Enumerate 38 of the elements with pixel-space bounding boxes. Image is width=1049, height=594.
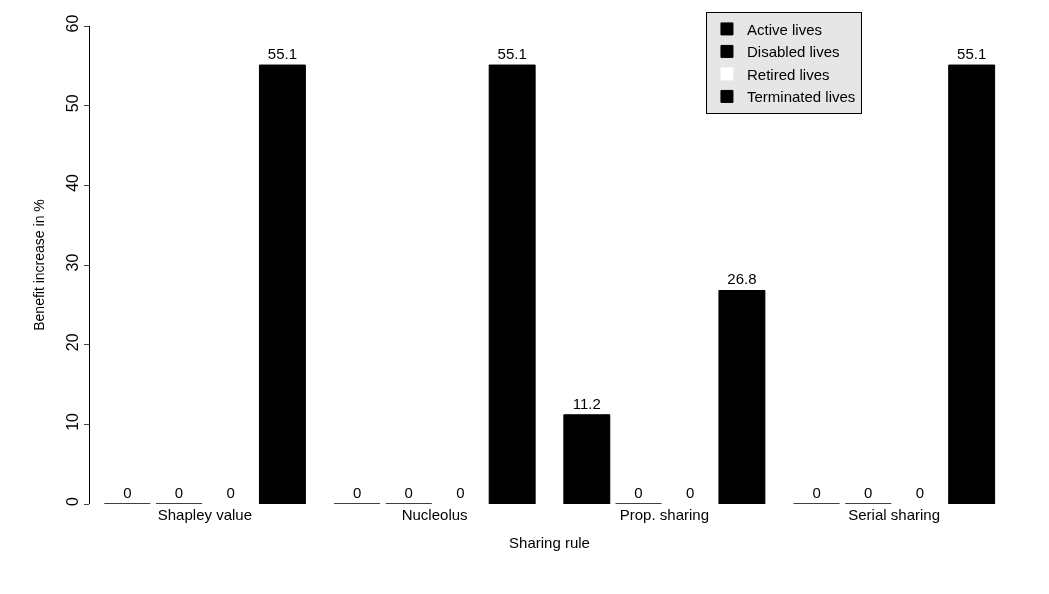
y-tick-label: 40	[63, 173, 81, 192]
legend-label: Terminated lives	[746, 88, 856, 106]
data-label: 55.1	[497, 45, 527, 63]
data-label: 0	[915, 484, 925, 501]
data-label: 0	[123, 484, 132, 501]
y-tick-label: 0	[63, 497, 81, 507]
data-label: 55.1	[267, 45, 298, 63]
legend-label: Retired lives	[746, 65, 830, 83]
x-tick-label: Serial sharing	[848, 506, 940, 523]
data-label: 0	[686, 484, 695, 501]
y-tick-label: 20	[63, 333, 81, 352]
x-tick-label: Nucleolus	[401, 506, 468, 523]
data-label: 0	[226, 484, 235, 501]
data-label: 55.1	[957, 45, 987, 63]
legend-label: Disabled lives	[746, 43, 840, 61]
x-tick-label: Shapley value	[157, 506, 252, 523]
data-label: 0	[812, 484, 821, 501]
data-label: 0	[404, 484, 413, 501]
data-label: 26.8	[727, 270, 757, 288]
x-tick-label: Prop. sharing	[619, 506, 709, 523]
legend-label: Active lives	[746, 20, 822, 38]
y-axis-title: Benefit increase in %	[31, 199, 48, 331]
y-tick-label: 50	[63, 94, 81, 113]
y-tick-label: 60	[63, 14, 81, 33]
data-label: 0	[174, 484, 184, 501]
data-label: 0	[456, 484, 465, 501]
x-axis-title: Sharing rule	[509, 534, 590, 551]
data-label: 0	[864, 484, 873, 501]
bar	[948, 64, 996, 504]
y-tick-label: 30	[63, 253, 81, 272]
data-label: 0	[352, 484, 362, 501]
data-label: 11.2	[572, 394, 601, 412]
y-tick-label: 10	[63, 412, 81, 431]
bar	[488, 64, 536, 504]
data-label: 0	[634, 484, 643, 501]
bar	[258, 64, 306, 504]
bar	[563, 414, 611, 504]
bar	[718, 289, 766, 504]
